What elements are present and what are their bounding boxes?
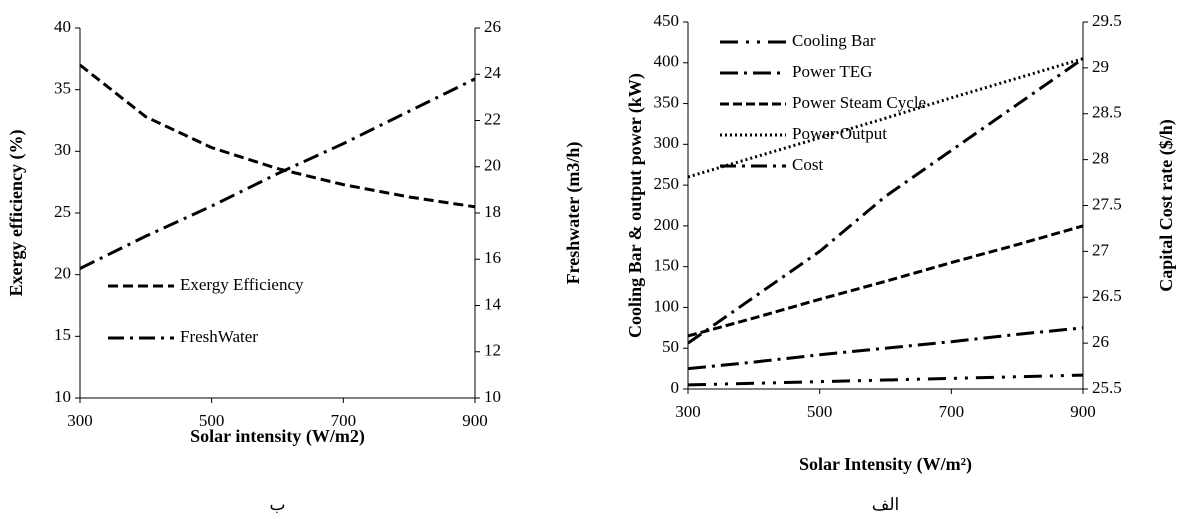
y2-axis-title: Capital Cost rate ($/h) [1156,119,1177,291]
legend-label: Exergy Efficiency [180,275,304,294]
series-line [79,77,476,270]
legend-label: Cost [792,155,823,174]
y2-tick-label: 24 [484,63,502,82]
y2-tick-label: 28.5 [1092,103,1122,122]
y-tick-label: 200 [654,215,680,234]
legend-label: FreshWater [180,327,258,346]
legend-label: Power Output [792,124,887,143]
y-tick-label: 20 [54,264,71,283]
x-tick-label: 500 [199,411,225,430]
y2-tick-label: 29 [1092,57,1109,76]
x-tick-label: 900 [1070,402,1096,421]
y2-tick-label: 16 [484,248,501,267]
series-line [687,224,1084,338]
y2-tick-label: 28 [1092,149,1109,168]
y2-tick-label: 27.5 [1092,194,1122,213]
legend-label: Power TEG [792,62,872,81]
legend-label: Power Steam Cycle [792,93,926,112]
y2-tick-label: 18 [484,202,501,221]
caption: ب [269,495,285,514]
x-axis-title: Solar intensity (W/m2) [190,426,365,447]
y-tick-label: 450 [654,11,680,30]
y2-tick-label: 26 [1092,332,1109,351]
y2-tick-label: 12 [484,341,501,360]
y-tick-label: 0 [671,378,680,397]
y-tick-label: 40 [54,17,71,36]
series-line [687,57,1084,179]
y-tick-label: 50 [662,337,679,356]
y-axis-title: Exergy efficiency (%) [6,130,27,297]
y-tick-label: 400 [654,52,680,71]
series-line [79,63,476,209]
y-tick-label: 30 [54,140,71,159]
y-tick-label: 10 [54,387,71,406]
x-tick-label: 300 [675,402,701,421]
y-tick-label: 150 [654,256,680,275]
y2-tick-label: 10 [484,387,501,406]
x-axis-title: Solar Intensity (W/m²) [799,454,972,475]
y2-tick-label: 29.5 [1092,11,1122,30]
x-tick-label: 700 [939,402,965,421]
x-tick-label: 300 [67,411,93,430]
y-tick-label: 350 [654,92,680,111]
series-line [687,326,1084,371]
y2-tick-label: 27 [1092,240,1110,259]
caption: الف [872,495,900,514]
y2-tick-label: 26.5 [1092,286,1122,305]
x-tick-label: 500 [807,402,833,421]
y2-tick-label: 26 [484,17,501,36]
y-tick-label: 15 [54,325,71,344]
y-tick-label: 250 [654,174,680,193]
y-tick-label: 100 [654,296,680,315]
series-line [687,373,1084,387]
x-tick-label: 700 [331,411,357,430]
y2-tick-label: 14 [484,294,502,313]
y2-axis-title: Freshwater (m3/h) [563,142,584,285]
y-tick-label: 300 [654,133,680,152]
y-tick-label: 35 [54,79,71,98]
legend-label: Cooling Bar [792,31,876,50]
y2-tick-label: 20 [484,156,501,175]
y2-tick-label: 25.5 [1092,378,1122,397]
y-axis-title: Cooling Bar & output power (kW) [625,73,646,338]
y2-tick-label: 22 [484,109,501,128]
x-tick-label: 900 [462,411,488,430]
y-tick-label: 25 [54,202,71,221]
series-line [687,57,1084,345]
